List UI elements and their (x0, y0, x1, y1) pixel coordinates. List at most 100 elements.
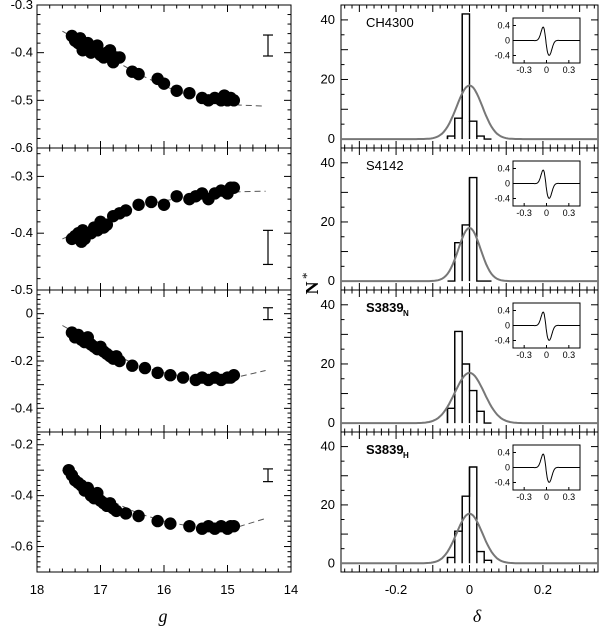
x-tick-label: 18 (30, 582, 44, 597)
left-x-axis-title: g (159, 606, 168, 626)
inset-plot: 0.4 0 -0.4 -0.3 0 0.3 (494, 444, 581, 502)
histogram (446, 13, 492, 140)
x-tick-label: 0 (466, 582, 473, 597)
y-tick-label: 40 (321, 12, 335, 27)
data-point (132, 509, 145, 523)
y-tick-label: 40 (321, 155, 335, 170)
panel-label-subscript: H (403, 451, 409, 460)
y-tick-label: 40 (321, 439, 335, 454)
panel-frame (36, 147, 292, 291)
data-point (151, 366, 164, 380)
right-panel-3: 0 20 40 S3839 N 0.4 0 -0.4 -0.3 0 0.3 (321, 289, 599, 433)
data-point (170, 84, 183, 98)
gaussian-fit (341, 512, 598, 565)
y-tick-label: 0 (328, 273, 335, 288)
inset-x-tick-label: -0.3 (516, 350, 532, 360)
panel-label: S4142 (366, 158, 404, 173)
y-tick-label: 20 (321, 71, 335, 86)
y-tick-label: -0.6 (11, 539, 33, 554)
inset-x-tick-label: 0 (544, 208, 549, 218)
data-point (119, 204, 133, 217)
inset-y-tick-label: 0 (505, 321, 510, 331)
gaussian-fit (341, 371, 598, 425)
x-tick-label: 17 (93, 582, 107, 597)
x-tick-label: -0.2 (385, 582, 407, 597)
y-tick-label: -0.4 (11, 45, 33, 60)
y-tick-label: 0 (26, 306, 33, 321)
left-panel-2: -0.3 -0.4 -0.5 (11, 147, 292, 297)
y-tick-label: -0.5 (11, 282, 33, 297)
left-panel-4: -0.2 -0.4 -0.6 (11, 431, 292, 573)
inset-x-tick-label: 0.3 (563, 350, 576, 360)
data-point (126, 359, 139, 372)
y-tick-label: 0 (328, 555, 335, 570)
panel-label: S3839 (366, 300, 404, 315)
y-tick-label: -0.6 (11, 140, 33, 155)
data-point (138, 361, 152, 375)
data-point (113, 51, 126, 64)
inset-y-tick-label: -0.4 (494, 336, 510, 346)
data-point (157, 198, 171, 211)
y-tick-label: -0.4 (11, 488, 33, 503)
data-point (227, 519, 241, 533)
right-panel-2: 0 20 40 S4142 0.4 0 -0.4 -0.3 0 0.3 (321, 147, 599, 291)
y-tick-label: -0.2 (11, 437, 33, 452)
inset-y-tick-label: 0.4 (497, 164, 510, 174)
y-tick-label: -0.3 (11, 0, 33, 12)
data-point (151, 514, 164, 528)
left-panel-1: -0.3 -0.4 -0.5 -0.6 (11, 0, 292, 155)
inset-x-tick-label: 0 (544, 492, 549, 502)
data-point (170, 190, 183, 203)
y-tick-label: 0 (328, 131, 335, 146)
data-point (113, 354, 126, 368)
data-point (110, 504, 123, 518)
y-tick-label: -0.2 (11, 353, 33, 368)
right-column-panels: 0 20 40 CH4300 0.4 0 -0.4 -0.3 0 0.3 0 20 40 S4142 0.4… (321, 4, 599, 597)
right-y-axis-title-group: N * (299, 273, 322, 295)
y-tick-label: -0.3 (11, 168, 33, 183)
right-panel-1: 0 20 40 CH4300 0.4 0 -0.4 -0.3 0 0.3 (321, 4, 599, 149)
inset-y-tick-label: 0 (505, 36, 510, 46)
x-tick-label: 16 (157, 582, 171, 597)
inset-y-tick-label: 0.4 (497, 21, 510, 31)
x-tick-label: 0.2 (534, 582, 552, 597)
inset-curve (513, 169, 580, 199)
y-tick-label: 0 (328, 415, 335, 430)
data-point (183, 519, 196, 533)
inset-x-tick-label: 0.3 (563, 65, 576, 75)
y-tick-label: -0.5 (11, 92, 33, 107)
data-point (183, 86, 196, 100)
inset-y-tick-label: 0.4 (497, 448, 510, 458)
x-tick-label: 14 (284, 582, 298, 597)
data-point (227, 181, 241, 194)
panel-frame (36, 289, 292, 433)
right-panel-4: 0 20 40 S3839 H 0.4 0 -0.4 -0.3 0 0.3 (321, 431, 599, 573)
inset-plot: 0.4 0 -0.4 -0.3 0 0.3 (494, 302, 581, 360)
inset-x-tick-label: 0 (544, 65, 549, 75)
data-point (132, 67, 145, 81)
gaussian-fit (341, 84, 598, 141)
y-tick-label: 20 (321, 214, 335, 229)
inset-x-tick-label: 0.3 (563, 208, 576, 218)
inset-x-tick-label: -0.3 (516, 492, 532, 502)
data-point (132, 198, 145, 211)
inset-y-tick-label: 0.4 (497, 306, 510, 316)
inset-x-tick-label: -0.3 (516, 65, 532, 75)
inset-x-tick-label: 0 (544, 350, 549, 360)
y-tick-label: 20 (321, 497, 335, 512)
right-y-axis-title: N (302, 282, 322, 295)
y-tick-label: 40 (321, 297, 335, 312)
inset-y-tick-label: -0.4 (494, 51, 510, 61)
panel-label: S3839 (366, 442, 404, 457)
gaussian-fit (341, 226, 598, 283)
inset-plot: 0.4 0 -0.4 -0.3 0 0.3 (494, 160, 581, 218)
data-point (164, 517, 177, 530)
data-point (227, 94, 241, 107)
data-point (176, 371, 190, 384)
data-point (157, 77, 171, 90)
inset-y-tick-label: -0.4 (494, 478, 510, 488)
data-point (164, 369, 177, 382)
left-column-panels: -0.3-0.4-0.5-0.6-0.3-0.4-0.50-0.2-0.4-0.… (11, 0, 299, 597)
x-tick-label: 15 (220, 582, 234, 597)
